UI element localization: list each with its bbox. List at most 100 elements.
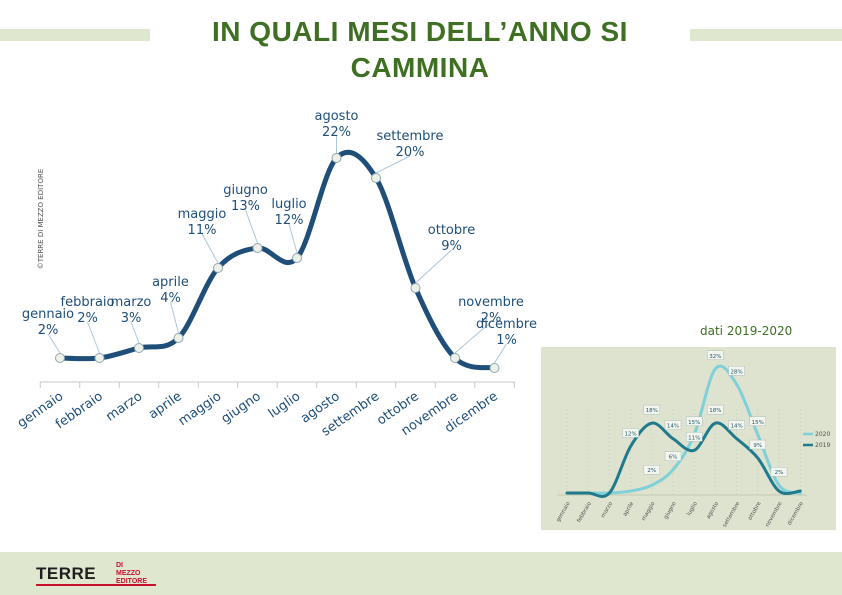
point-month-label: marzo <box>111 295 152 310</box>
inset-data-label: 14% <box>667 424 679 430</box>
point-month-label: maggio <box>178 207 227 222</box>
data-label: 12% <box>275 213 304 228</box>
data-point <box>55 353 65 363</box>
label-leader <box>201 233 219 264</box>
inset-tick-label: agosto <box>706 500 721 520</box>
inset-tick-label: febbraio <box>576 500 593 523</box>
inset-label-box <box>643 465 661 475</box>
data-label: 1% <box>496 333 517 348</box>
data-point <box>410 283 421 293</box>
data-label: 4% <box>160 291 181 306</box>
inset-label-box <box>728 366 745 376</box>
point-month-label: novembre <box>458 295 524 310</box>
inset-label-box <box>685 432 703 442</box>
label-leader <box>47 333 61 354</box>
point-month-label: giugno <box>223 183 268 198</box>
data-label: 9% <box>441 239 462 254</box>
label-leader <box>288 223 298 254</box>
data-point <box>292 253 302 263</box>
data-label: 13% <box>231 199 260 214</box>
inset-label-box <box>664 451 682 461</box>
logo-underline <box>36 584 156 586</box>
point-month-label: aprile <box>152 275 189 290</box>
label-leader <box>454 321 492 354</box>
inset-tick-label: giugno <box>663 500 678 520</box>
inset-tick-label: novembre <box>765 500 784 528</box>
inset-chart-panel: gennaio febbraio marzo aprile maggio giugno lu… <box>541 347 836 530</box>
inset-series-2019 <box>565 421 802 498</box>
inset-series-2020 <box>565 364 802 495</box>
label-leader <box>170 301 179 334</box>
data-point <box>450 353 460 363</box>
data-point <box>213 263 223 273</box>
inset-data-label: 14% <box>730 424 742 430</box>
page-title: IN QUALI MESI DELL’ANNO SI CAMMINA <box>150 14 690 83</box>
inset-data-label: 28% <box>730 369 742 375</box>
inset-data-label: 18% <box>709 408 721 414</box>
logo-sub-line2: EDITORE <box>116 578 147 585</box>
data-point <box>134 343 144 353</box>
data-point <box>331 153 342 163</box>
label-leader <box>130 321 140 344</box>
inset-data-label: 15% <box>752 420 764 426</box>
inset-data-label: 12% <box>624 431 636 437</box>
inset-legend-label: 2020 <box>815 431 830 438</box>
inset-data-label: 18% <box>646 408 658 414</box>
inset-label-box <box>664 420 682 430</box>
data-label: 22% <box>322 125 351 140</box>
footer-band: TERRE DI MEZZO EDITORE <box>0 552 842 595</box>
logo-main-text: TERRE <box>36 564 97 583</box>
inset-tick-label: luglio <box>686 500 699 516</box>
inset-label-box <box>749 416 767 426</box>
data-label: 3% <box>121 311 142 326</box>
data-point <box>252 243 263 253</box>
inset-data-label: 32% <box>709 354 721 360</box>
point-month-label: settembre <box>377 129 444 144</box>
series-line <box>57 149 497 371</box>
label-leader <box>245 209 258 244</box>
x-tick-label: maggio <box>176 389 225 429</box>
data-label: 20% <box>396 145 425 160</box>
inset-label-box <box>707 404 724 415</box>
x-tick-label: luglio <box>266 389 304 422</box>
inset-tick-label: maggio <box>641 500 657 521</box>
inset-line-chart: gennaio febbraio marzo aprile maggio giugno lu… <box>555 350 830 529</box>
inset-tick-label: gennaio <box>555 500 572 523</box>
inset-label-box <box>622 428 639 438</box>
label-leader <box>375 155 411 174</box>
point-month-label: febbraio <box>61 295 115 310</box>
x-tick-label: marzo <box>103 389 145 425</box>
data-label: 2% <box>38 323 59 338</box>
point-month-label: ottobre <box>428 223 475 238</box>
inset-caption: dati 2019-2020 <box>700 324 793 338</box>
data-point <box>173 333 184 343</box>
inset-label-box <box>770 467 788 477</box>
inset-label-box <box>643 404 661 415</box>
data-point <box>371 173 381 183</box>
point-month-label: gennaio <box>22 307 74 322</box>
data-label: 2% <box>77 311 98 326</box>
point-month-label: agosto <box>315 109 359 124</box>
inset-data-label: 11% <box>688 435 700 441</box>
label-leader <box>494 343 507 364</box>
inset-label-box <box>707 350 724 360</box>
inset-tick-label: marzo <box>600 500 614 518</box>
data-point <box>94 353 105 363</box>
logo-sub-line1: DI MEZZO <box>116 562 141 577</box>
inset-data-label: 2% <box>775 470 784 476</box>
inset-tick-label: aprile <box>622 500 635 517</box>
inset-data-label: 2% <box>647 468 656 474</box>
label-leader <box>87 321 100 354</box>
label-leader <box>415 249 452 284</box>
data-label: 2% <box>481 311 502 326</box>
point-month-label: dicembre <box>476 317 537 332</box>
inset-data-label: 9% <box>753 443 762 449</box>
inset-tick-label: dicembre <box>787 500 805 526</box>
inset-label-box <box>749 439 767 450</box>
inset-data-label: 6% <box>669 455 678 461</box>
data-point <box>489 363 500 373</box>
x-tick-label: giugno <box>219 389 264 427</box>
logo-sub-text: DI MEZZO EDITORE <box>116 562 147 586</box>
inset-tick-label: ottobre <box>747 500 763 521</box>
